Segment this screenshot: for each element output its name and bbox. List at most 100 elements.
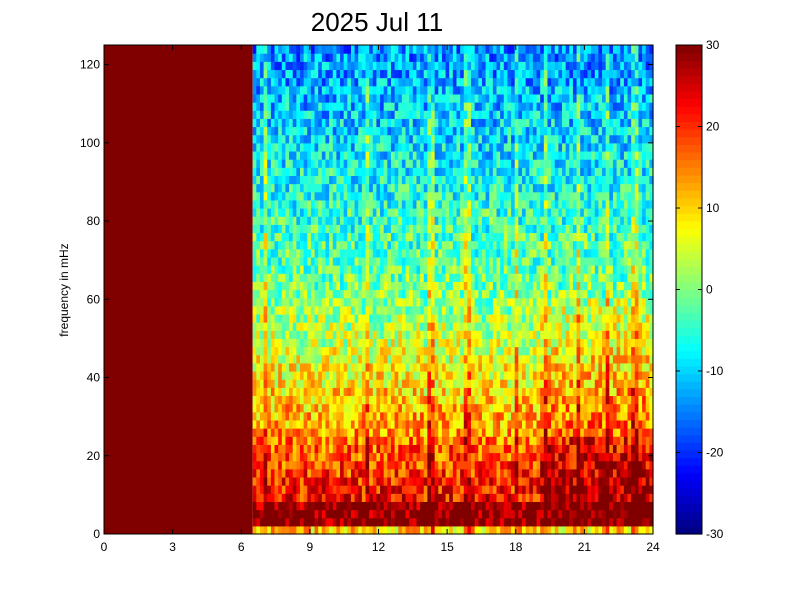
heatmap-cell bbox=[401, 444, 407, 454]
heatmap-cell bbox=[350, 175, 356, 185]
heatmap-cell bbox=[376, 191, 381, 201]
heatmap-cell bbox=[409, 493, 414, 502]
heatmap-cell bbox=[551, 134, 556, 144]
heatmap-cell bbox=[500, 411, 505, 421]
heatmap-cell bbox=[299, 175, 305, 185]
heatmap-cell bbox=[536, 208, 541, 217]
heatmap-cell bbox=[536, 379, 541, 388]
heatmap-cell bbox=[390, 379, 396, 388]
heatmap-cell bbox=[449, 118, 454, 128]
heatmap-cell bbox=[463, 411, 469, 421]
heatmap-cell bbox=[332, 216, 337, 225]
heatmap-cell bbox=[409, 305, 414, 315]
heatmap-cell bbox=[321, 493, 327, 502]
heatmap-cell bbox=[329, 517, 334, 527]
heatmap-cell bbox=[431, 77, 436, 87]
heatmap-cell bbox=[463, 468, 469, 478]
heatmap-cell bbox=[361, 183, 367, 193]
heatmap-cell bbox=[529, 159, 534, 168]
heatmap-cell bbox=[532, 126, 538, 136]
heatmap-cell bbox=[372, 444, 378, 454]
heatmap-cell bbox=[460, 509, 465, 519]
heatmap-cell bbox=[347, 167, 352, 176]
heatmap-cell bbox=[471, 493, 476, 502]
heatmap-cell bbox=[420, 297, 425, 307]
heatmap-cell bbox=[525, 167, 530, 176]
heatmap-cell bbox=[449, 362, 454, 372]
heatmap-cell bbox=[478, 346, 483, 356]
heatmap-cell bbox=[361, 199, 367, 209]
heatmap-cell bbox=[387, 232, 392, 242]
heatmap-cell bbox=[431, 460, 436, 470]
heatmap-cell bbox=[452, 411, 458, 421]
heatmap-cell bbox=[332, 395, 337, 405]
heatmap-cell bbox=[267, 330, 272, 339]
heatmap-cell bbox=[507, 281, 512, 291]
heatmap-cell bbox=[299, 379, 305, 388]
heatmap-cell bbox=[387, 183, 392, 193]
heatmap-cell bbox=[431, 240, 436, 250]
heatmap-cell bbox=[259, 183, 265, 193]
heatmap-cell bbox=[270, 354, 276, 364]
heatmap-cell bbox=[507, 452, 512, 462]
heatmap-cell bbox=[336, 517, 341, 527]
heatmap-cell bbox=[405, 216, 410, 225]
heatmap-cell bbox=[463, 289, 469, 299]
heatmap-cell bbox=[310, 110, 316, 119]
heatmap-cell bbox=[467, 69, 472, 79]
heatmap-cell bbox=[285, 110, 290, 119]
heatmap-cell bbox=[350, 411, 356, 421]
heatmap-cell bbox=[551, 289, 556, 299]
heatmap-cell bbox=[423, 281, 428, 291]
heatmap-cell bbox=[274, 476, 279, 486]
heatmap-cell bbox=[401, 150, 407, 160]
heatmap-cell bbox=[274, 77, 279, 87]
heatmap-cell bbox=[536, 134, 541, 144]
heatmap-cell bbox=[340, 126, 345, 136]
heatmap-cell bbox=[463, 199, 469, 209]
heatmap-cell bbox=[412, 93, 418, 103]
heatmap-cell bbox=[467, 240, 472, 250]
heatmap-cell bbox=[259, 77, 265, 87]
heatmap-cell bbox=[387, 322, 392, 331]
heatmap-cell bbox=[394, 525, 399, 535]
heatmap-cell bbox=[431, 69, 436, 79]
heatmap-cell bbox=[543, 322, 549, 331]
heatmap-cell bbox=[267, 248, 272, 258]
heatmap-cell bbox=[347, 338, 352, 348]
heatmap-cell bbox=[387, 525, 392, 535]
heatmap-cell bbox=[252, 322, 257, 331]
heatmap-cell bbox=[452, 142, 458, 152]
heatmap-cell bbox=[380, 305, 385, 315]
heatmap-cell bbox=[318, 61, 323, 71]
heatmap-cell bbox=[529, 444, 534, 454]
heatmap-cell bbox=[471, 338, 476, 348]
heatmap-cell bbox=[314, 273, 319, 282]
heatmap-cell bbox=[463, 346, 469, 356]
heatmap-cell bbox=[500, 281, 505, 291]
heatmap-cell bbox=[259, 509, 265, 519]
heatmap-cell bbox=[259, 485, 265, 494]
heatmap-cell bbox=[278, 509, 283, 519]
heatmap-cell bbox=[532, 134, 538, 144]
heatmap-cell bbox=[365, 175, 370, 185]
heatmap-cell bbox=[467, 387, 472, 397]
heatmap-cell bbox=[471, 411, 476, 421]
heatmap-cell bbox=[256, 346, 261, 356]
heatmap-cell bbox=[507, 77, 512, 87]
heatmap-cell bbox=[267, 313, 272, 323]
heatmap-cell bbox=[336, 297, 341, 307]
heatmap-cell bbox=[369, 403, 374, 413]
heatmap-cell bbox=[303, 379, 308, 388]
heatmap-cell bbox=[507, 411, 512, 421]
heatmap-cell bbox=[547, 387, 552, 397]
heatmap-cell bbox=[394, 346, 399, 356]
heatmap-cell bbox=[492, 134, 498, 144]
heatmap-cell bbox=[299, 289, 305, 299]
heatmap-cell bbox=[431, 110, 436, 119]
heatmap-cell bbox=[350, 493, 356, 502]
heatmap-cell bbox=[252, 216, 257, 225]
heatmap-cell bbox=[285, 330, 290, 339]
heatmap-cell bbox=[543, 330, 549, 339]
heatmap-cell bbox=[492, 517, 498, 527]
